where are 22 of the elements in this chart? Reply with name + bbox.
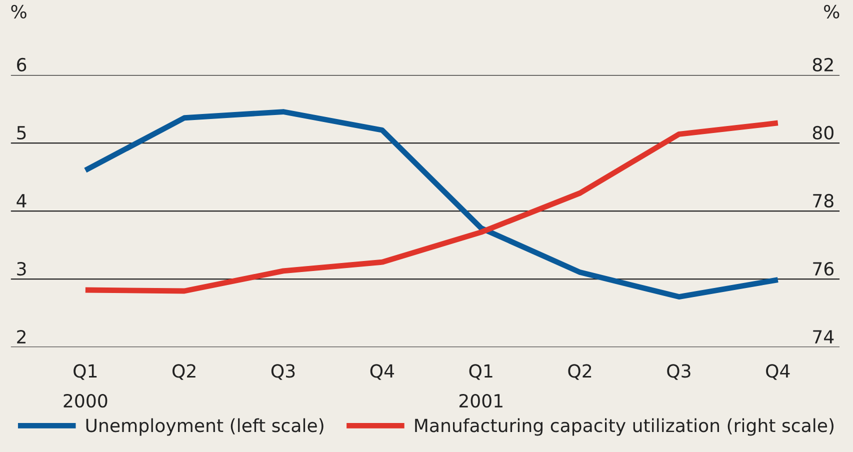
y-tick-label: 4 xyxy=(16,194,26,208)
x-tick-label: Q4 xyxy=(766,364,790,380)
y-tick-label: 3 xyxy=(17,262,26,276)
x-tick-label: Q4 xyxy=(370,364,394,380)
y2-axis-title: % xyxy=(824,4,840,18)
y-axis-title: % xyxy=(11,4,26,18)
x-tick-label: Q1 2001 xyxy=(459,364,502,408)
x-tick-label: Q3 xyxy=(271,364,295,380)
legend-label: Manufacturing capacity utilization (right scale) xyxy=(415,418,834,436)
y2-tick-label: 82 xyxy=(812,58,833,72)
y-tick-label: 6 xyxy=(17,58,26,72)
x-tick-label: Q2 xyxy=(568,364,592,380)
y2-tick-label: 76 xyxy=(813,262,834,276)
y2-tick-label: 74 xyxy=(813,330,834,344)
x-tick-label: Q3 xyxy=(667,364,690,380)
y-tick-label: 2 xyxy=(17,330,26,344)
x-tick-label: Q2 xyxy=(172,364,196,380)
legend-label: Unemployment (left scale) xyxy=(86,418,324,436)
y2-tick-label: 78 xyxy=(813,194,834,208)
x-tick-label: Q1 2000 xyxy=(64,364,108,408)
y-tick-label: 5 xyxy=(17,126,26,140)
y2-tick-label: 80 xyxy=(812,126,834,140)
